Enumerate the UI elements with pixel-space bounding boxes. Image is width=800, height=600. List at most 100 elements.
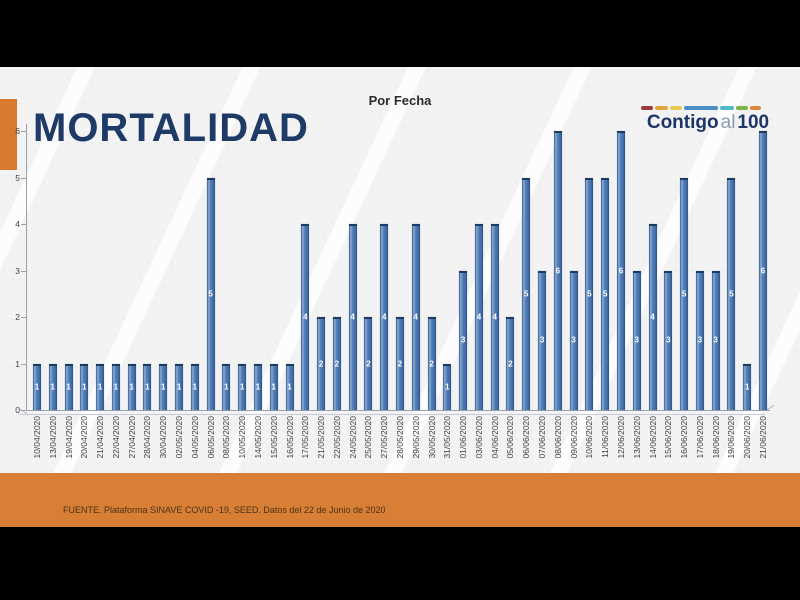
chart-floor-corner-right [766, 404, 775, 411]
bar-value-label: 1 [145, 382, 150, 392]
bar-value-label: 4 [476, 312, 482, 322]
x-tick-label: 09/06/2020 [568, 416, 579, 459]
bar-value-label: 3 [571, 335, 576, 345]
bar: 2 [364, 317, 373, 410]
x-tick-label: 30/05/2020 [426, 416, 437, 459]
x-tick-label: 27/05/2020 [379, 416, 390, 459]
bar-value-label: 1 [129, 382, 134, 392]
footer-band: FUENTE. Plataforma SINAVE COVID -19, SEE… [0, 473, 800, 527]
logo-dash [655, 106, 668, 110]
x-tick-label: 19/04/2020 [63, 416, 74, 459]
bar-value-label: 2 [334, 359, 340, 368]
bar: 1 [80, 363, 89, 410]
x-tick-label: 01/06/2020 [458, 416, 469, 459]
bar: 3 [664, 270, 673, 410]
x-tick-label: 08/06/2020 [552, 416, 563, 459]
bar-value-label: 1 [287, 382, 292, 392]
bar: 4 [648, 224, 657, 410]
x-tick-label: 04/06/2020 [489, 416, 500, 459]
x-tick-label: 13/06/2020 [631, 416, 642, 459]
bar: 1 [285, 363, 294, 410]
bar-value-label: 6 [555, 266, 561, 275]
bar: 1 [190, 363, 199, 410]
bar: 4 [301, 224, 310, 410]
bar-value-label: 1 [113, 382, 119, 392]
x-tick-label: 12/06/2020 [615, 416, 626, 459]
bar: 1 [127, 363, 136, 410]
bar-value-label: 1 [82, 382, 87, 392]
bar: 2 [332, 317, 341, 410]
bar-value-label: 3 [634, 335, 639, 345]
x-tick-label: 29/05/2020 [410, 416, 421, 459]
bar: 1 [111, 363, 120, 410]
bar-value-label: 1 [239, 382, 245, 392]
chart-subtitle: Por Fecha [368, 93, 432, 108]
x-tick-label: 27/04/2020 [126, 416, 137, 459]
x-tick-label: 16/06/2020 [679, 416, 690, 459]
logo-text-contigo: Contigo [646, 112, 719, 133]
x-tick-label: 22/05/2020 [331, 416, 342, 459]
x-tick-label: 28/05/2020 [395, 416, 405, 459]
bar: 6 [553, 131, 562, 410]
y-tick-mark [21, 317, 26, 318]
bar: 1 [96, 363, 105, 410]
bar-value-label: 5 [208, 289, 213, 299]
bar: 1 [253, 363, 262, 410]
bar-value-label: 4 [303, 312, 308, 322]
x-tick-label: 15/05/2020 [268, 416, 279, 459]
x-tick-label: 13/04/2020 [47, 416, 58, 459]
bar-value-label: 3 [539, 335, 545, 345]
orange-accent-block [0, 99, 17, 170]
x-tick-label: 14/05/2020 [252, 416, 263, 459]
x-tick-label: 20/04/2020 [79, 416, 90, 459]
y-tick-mark [21, 270, 26, 272]
bar: 2 [396, 317, 404, 410]
bar-value-label: 4 [381, 312, 387, 322]
bar: 1 [48, 363, 57, 410]
bar-value-label: 4 [350, 312, 355, 322]
bar-value-label: 1 [50, 382, 55, 392]
presentation-slide: MORTALIDAD Por Fecha Contigo al 100 0 1 2 3 4 5… [0, 67, 800, 527]
bar-value-label: 4 [492, 312, 497, 322]
bar-value-label: 1 [176, 382, 182, 392]
bar: 3 [711, 270, 720, 410]
bar-value-label: 1 [161, 382, 166, 392]
x-tick-label: 21/04/2020 [95, 416, 106, 459]
bar-value-label: 1 [445, 382, 450, 392]
x-tick-label: 15/06/2020 [663, 416, 674, 459]
bar: 4 [490, 224, 499, 410]
bar-value-label: 1 [745, 382, 750, 392]
bar: 1 [64, 363, 73, 410]
logo-dash [736, 106, 748, 110]
bar-value-label: 5 [524, 289, 529, 299]
x-tick-label: 02/05/2020 [174, 416, 185, 459]
x-tick-label: 17/05/2020 [300, 416, 311, 459]
bar-value-label: 2 [429, 359, 434, 368]
bar-value-label: 1 [66, 382, 71, 392]
bar-value-label: 2 [366, 359, 371, 368]
bar-value-label: 1 [271, 382, 276, 392]
x-tick-label: 10/04/2020 [32, 416, 42, 459]
y-tick-label: 4 [15, 219, 20, 229]
x-tick-label: 21/05/2020 [316, 416, 327, 459]
x-tick-label: 11/06/2020 [600, 416, 611, 458]
bar: 5 [601, 177, 610, 410]
y-tick-label: 0 [15, 405, 20, 415]
bar: 3 [459, 270, 468, 410]
bar: 3 [569, 270, 578, 410]
x-tick-label: 30/04/2020 [158, 416, 169, 459]
bar: 5 [585, 177, 594, 410]
x-tick-label: 20/06/2020 [742, 416, 753, 459]
y-tick-label: 5 [15, 172, 20, 183]
contigo-al-100-logo: Contigo al 100 [641, 106, 775, 133]
x-tick-label: 16/05/2020 [284, 416, 295, 459]
x-tick-label: 06/05/2020 [205, 416, 216, 459]
bar-value-label: 6 [618, 266, 624, 275]
x-tick-label: 24/05/2020 [347, 416, 358, 459]
bar: 4 [474, 224, 483, 410]
logo-text-100: 100 [737, 112, 770, 133]
logo-dash [720, 106, 734, 110]
bar: 1 [238, 363, 247, 410]
bar-value-label: 3 [697, 335, 703, 345]
bar: 4 [348, 224, 357, 410]
